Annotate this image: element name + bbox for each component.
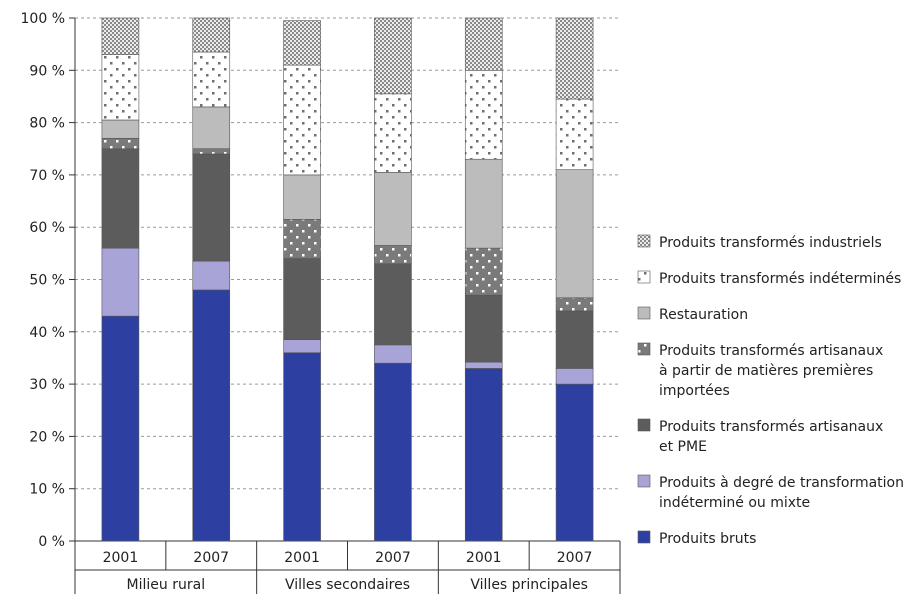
bar-segment [101, 137, 140, 150]
bar-segment [555, 169, 594, 299]
axes [69, 17, 621, 594]
bar-segment [101, 148, 140, 249]
bar-segment [555, 297, 594, 312]
bar-segment [283, 339, 321, 354]
x-tick-label: 2001 [284, 550, 320, 566]
bar-segment [374, 263, 412, 346]
y-tick-label: 50 % [29, 273, 65, 289]
legend-swatch [637, 530, 651, 544]
gridlines [75, 17, 620, 490]
bar-segment [555, 98, 594, 170]
bar-segment [283, 219, 321, 259]
bar-segment [464, 361, 503, 369]
bar-segment [374, 362, 412, 542]
legend-swatch [637, 234, 651, 248]
bar-segment [555, 383, 594, 542]
bar-segment [101, 54, 140, 121]
y-tick-label: 40 % [29, 325, 65, 341]
bar-segment [192, 51, 231, 108]
legend-swatch [637, 342, 651, 356]
y-tick-label: 60 % [29, 220, 65, 236]
bar-segment [192, 106, 231, 150]
bar-segment [192, 148, 231, 155]
legend-label: Restauration [659, 307, 748, 323]
bar-segment [283, 352, 321, 542]
bar-segment [283, 258, 321, 340]
x-tick-label: 2007 [193, 550, 229, 566]
legend: Produits transformés industriels Produits… [637, 234, 903, 547]
legend-label: Produits bruts [659, 531, 756, 547]
group-label: Villes principales [470, 577, 588, 593]
bar-segment [555, 368, 594, 385]
bar-segment [374, 93, 412, 173]
bar-segment [101, 247, 140, 317]
y-tick-label: 10 % [29, 482, 65, 498]
axis-labels: 0 % 10 % 20 % 30 % 40 % 50 % 60 % 70 % 80 % 90 % 1… [21, 11, 593, 593]
legend-label: Produits à degré de transformation [659, 475, 903, 491]
legend-swatch [637, 270, 651, 284]
bar-segment [374, 245, 412, 265]
legend-label: Produits transformés artisanaux [659, 343, 883, 359]
x-tick-label: 2007 [557, 550, 593, 566]
legend-swatch [637, 474, 651, 488]
legend-swatch [637, 306, 651, 320]
legend-label: à partir de matières premières [659, 363, 873, 379]
x-tick-label: 2001 [466, 550, 502, 566]
legend-label: importées [659, 383, 730, 399]
group-label: Milieu rural [127, 577, 206, 593]
y-tick-label: 30 % [29, 377, 65, 393]
bar-segment [374, 171, 412, 246]
legend-label: et PME [659, 439, 707, 455]
bar-segment [464, 294, 503, 363]
bar-segment [464, 70, 503, 160]
y-tick-label: 70 % [29, 168, 65, 184]
legend-label: indéterminé ou mixte [659, 495, 810, 511]
bar-segment [464, 158, 503, 249]
x-tick-label: 2001 [103, 550, 139, 566]
legend-label: Produits transformés indéterminés [659, 271, 901, 287]
y-tick-label: 90 % [29, 63, 65, 79]
group-label: Villes secondaires [285, 577, 410, 593]
bar-segment [101, 17, 140, 55]
bar-segment [374, 344, 412, 364]
bar-segment [283, 64, 321, 176]
bar-segment [283, 174, 321, 220]
bar-segment [283, 20, 321, 66]
bar-segment [192, 260, 231, 291]
y-tick-label: 20 % [29, 429, 65, 445]
bar-segment [555, 17, 594, 100]
y-tick-label: 80 % [29, 116, 65, 132]
bar-segment [192, 17, 231, 53]
bar-segment [192, 289, 231, 542]
bar-segment [555, 310, 594, 369]
bar-segment [464, 368, 503, 542]
bar-segment [464, 17, 503, 71]
x-tick-label: 2007 [375, 550, 411, 566]
bar-segment [101, 315, 140, 542]
bar-segment [374, 17, 412, 95]
y-tick-label: 0 % [38, 534, 65, 550]
legend-label: Produits transformés artisanaux [659, 419, 883, 435]
y-tick-label: 100 % [21, 11, 65, 27]
bar-segment [464, 247, 503, 296]
bars [101, 17, 594, 542]
bar-segment [101, 119, 140, 139]
bar-segment [192, 153, 231, 262]
legend-label: Produits transformés industriels [659, 235, 882, 251]
legend-swatch [637, 418, 651, 432]
